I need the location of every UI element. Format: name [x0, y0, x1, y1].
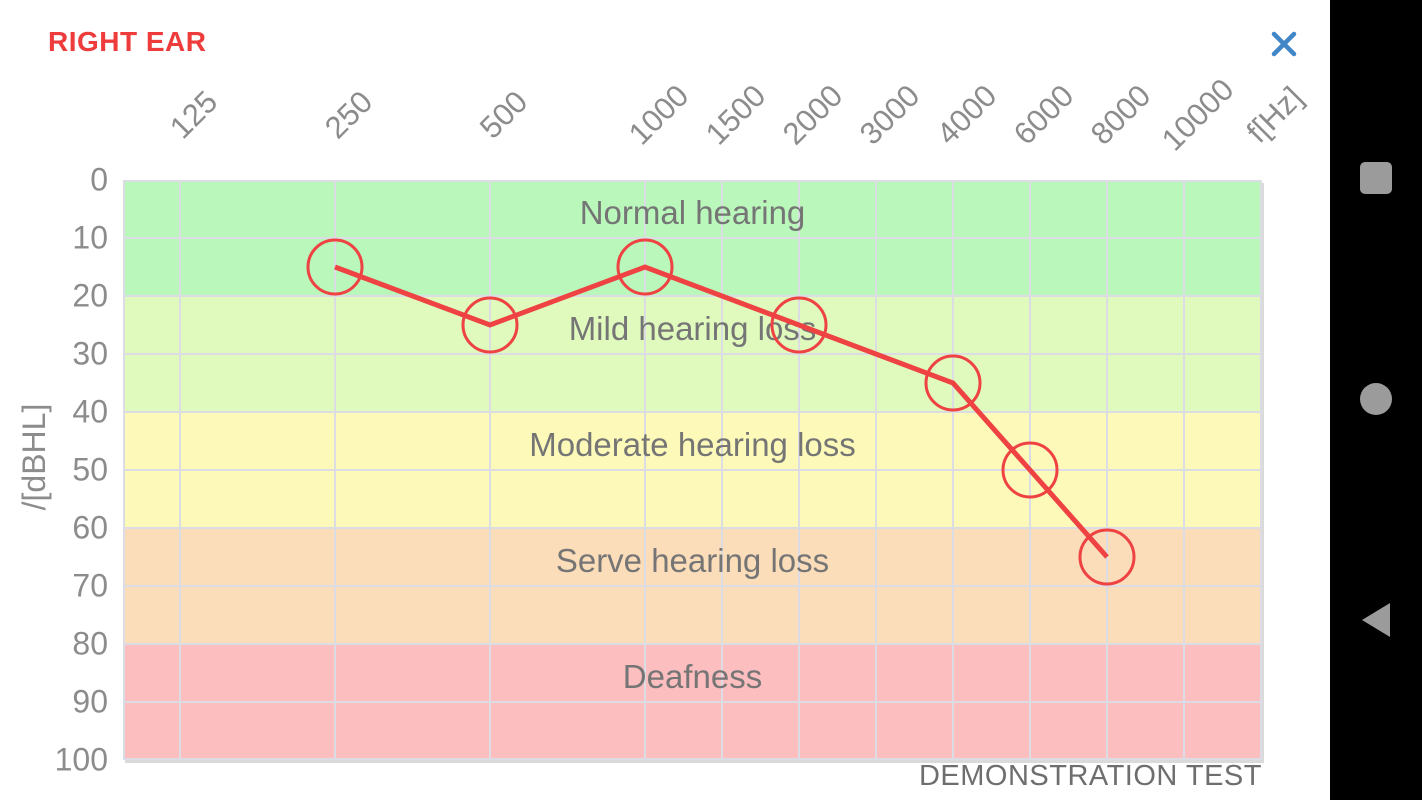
x-tick-label-10000: 10000 — [1154, 71, 1241, 158]
close-icon[interactable] — [1267, 27, 1301, 61]
y-tick-label-100: 100 — [54, 741, 108, 778]
gridline — [123, 701, 1262, 703]
y-tick-label-70: 70 — [72, 567, 108, 604]
y-tick-label-20: 20 — [72, 277, 108, 314]
data-point-2000hz — [770, 296, 828, 354]
y-tick-label-80: 80 — [72, 625, 108, 662]
home-circle-icon — [1360, 383, 1392, 415]
y-tick-label-40: 40 — [72, 393, 108, 430]
x-tick-label-8000: 8000 — [1083, 77, 1158, 152]
x-tick-label-1000: 1000 — [621, 77, 696, 152]
gridline — [123, 643, 1262, 645]
data-point-8000hz — [1078, 528, 1136, 586]
back-button[interactable] — [1330, 603, 1422, 637]
x-tick-label-6000: 6000 — [1006, 77, 1081, 152]
gridline — [123, 527, 1262, 529]
audiogram-chart: Normal hearing Mild hearing loss Moderate … — [123, 180, 1262, 760]
data-point-250hz — [306, 238, 364, 296]
y-tick-label-30: 30 — [72, 335, 108, 372]
data-point-1000hz — [616, 238, 674, 296]
gridline — [123, 585, 1262, 587]
audiogram-panel: RIGHT EAR /[dBHL] Normal hearing Mild hea… — [16, 26, 1310, 792]
back-triangle-icon — [1362, 603, 1390, 637]
gridline — [123, 180, 1262, 182]
x-tick-label-2000: 2000 — [775, 77, 850, 152]
home-button[interactable] — [1330, 382, 1422, 416]
data-point-4000hz — [924, 354, 982, 412]
recents-button[interactable] — [1330, 161, 1422, 195]
recents-square-icon — [1360, 162, 1392, 194]
x-axis-label: f[Hz] — [1239, 79, 1310, 150]
x-tick-label-4000: 4000 — [929, 77, 1004, 152]
gridline — [123, 469, 1262, 471]
y-tick-label-10: 10 — [72, 219, 108, 256]
x-tick-label-250: 250 — [317, 83, 380, 146]
android-nav-bar — [1330, 0, 1422, 800]
gridline — [123, 411, 1262, 413]
audiogram-line — [334, 264, 1109, 559]
page-title: RIGHT EAR — [48, 26, 207, 57]
gridline — [123, 295, 1262, 297]
x-tick-label-125: 125 — [162, 83, 225, 146]
x-tick-label-1500: 1500 — [698, 77, 773, 152]
data-point-6000hz — [1001, 441, 1059, 499]
gridline — [123, 237, 1262, 239]
y-tick-label-60: 60 — [72, 509, 108, 546]
gridline — [123, 758, 1262, 760]
gridline — [123, 353, 1262, 355]
y-tick-label-90: 90 — [72, 683, 108, 720]
data-point-500hz — [461, 296, 519, 354]
y-tick-label-50: 50 — [72, 451, 108, 488]
y-tick-label-0: 0 — [90, 161, 108, 198]
x-tick-label-500: 500 — [472, 83, 535, 146]
x-tick-label-3000: 3000 — [852, 77, 927, 152]
demo-test-label: DEMONSTRATION TEST — [918, 760, 1262, 792]
audiogram-plot — [306, 238, 1136, 586]
